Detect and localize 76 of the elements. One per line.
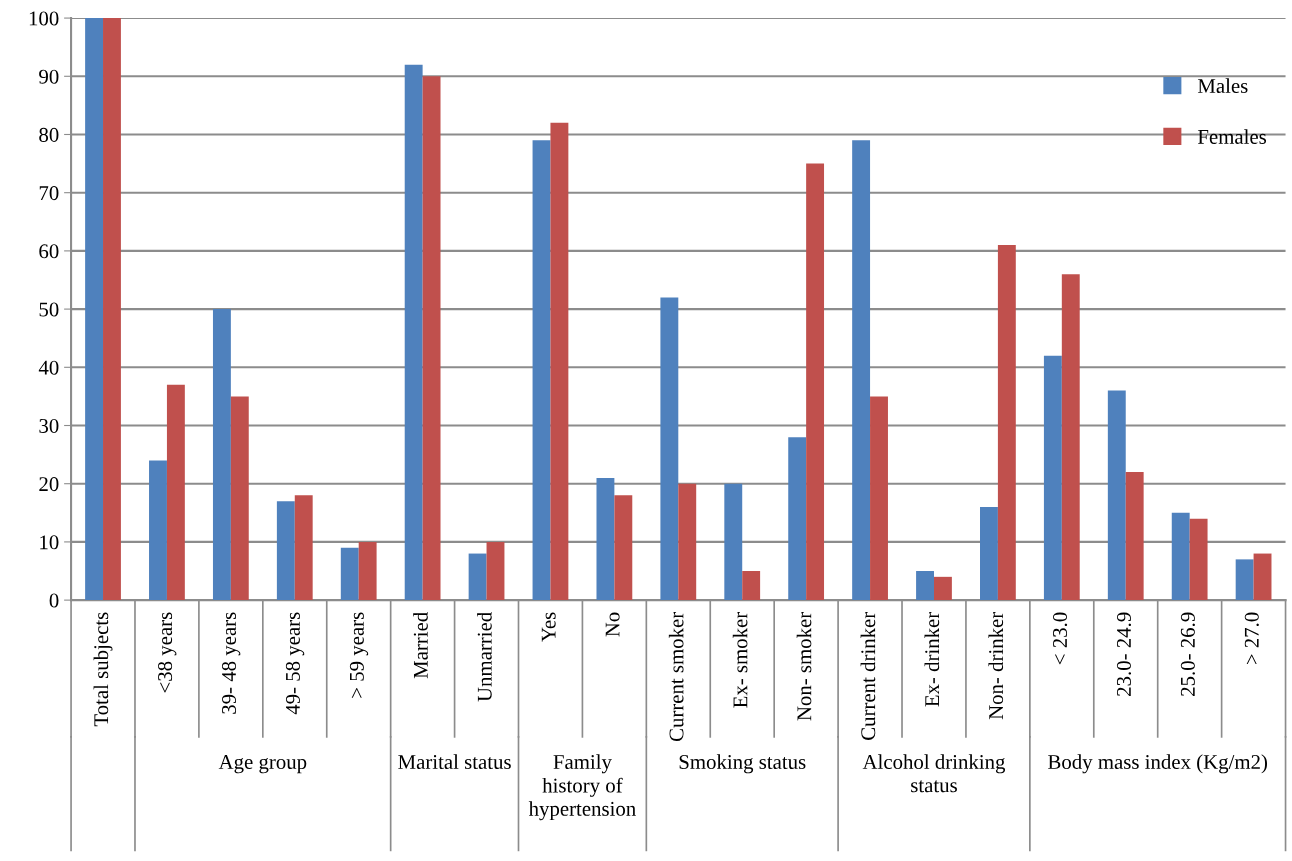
bar <box>468 553 487 601</box>
bar <box>85 18 104 601</box>
x-tick-label: <38 years <box>158 612 177 693</box>
x-tick-label: Non- drinker <box>988 611 1004 720</box>
y-tick-label: 30 <box>39 418 59 433</box>
x-tick-label: Current drinker <box>860 611 876 740</box>
y-tick-label: 100 <box>29 11 59 26</box>
bar <box>788 437 807 601</box>
bar <box>724 483 743 601</box>
bar <box>230 396 249 601</box>
bar <box>596 477 615 601</box>
x-tick-label: Ex- drinker <box>924 611 940 707</box>
bar <box>916 571 934 601</box>
text: Age group <box>218 755 307 774</box>
bar <box>1253 553 1272 601</box>
bar <box>852 140 871 601</box>
y-tick-label: 60 <box>39 244 59 259</box>
x-tick-label: > 59 years <box>349 612 369 698</box>
text: Alcohol drinking status <box>862 754 1006 793</box>
bar <box>166 384 185 601</box>
x-tick-label: 39- 48 years <box>221 612 241 714</box>
y-tick-label: 70 <box>39 186 59 201</box>
y-tick-label: 0 <box>49 593 59 608</box>
bar <box>933 576 952 601</box>
y-tick-label: 50 <box>39 302 59 317</box>
bar <box>149 460 167 601</box>
bar <box>614 495 633 601</box>
bar <box>742 571 761 601</box>
x-tick-label: 49- 58 years <box>285 612 305 715</box>
bar <box>870 396 888 601</box>
y-tick-label: 80 <box>39 127 59 142</box>
bar <box>1043 355 1062 601</box>
x-tick-label: 25.0- 26.9 <box>1180 612 1195 696</box>
bar <box>1189 518 1208 601</box>
y-tick-label: 10 <box>40 535 59 550</box>
x-tick-label: Ex- smoker <box>732 611 748 708</box>
bar <box>103 18 121 601</box>
bar <box>806 163 825 601</box>
y-tick-label: 40 <box>38 360 59 375</box>
bar <box>1107 390 1126 601</box>
x-tick-label: < 23.0 <box>1052 612 1068 665</box>
x-tick-label: Current smoker <box>668 611 684 742</box>
bar <box>532 140 551 601</box>
bar <box>294 495 313 601</box>
bar <box>550 122 569 601</box>
legend-label: Males <box>1197 78 1248 93</box>
bar <box>1061 274 1080 601</box>
bar <box>1125 472 1144 601</box>
x-tick-label: Yes <box>541 612 556 642</box>
x-tick-label: No <box>605 612 620 637</box>
bar <box>422 76 441 601</box>
bar <box>1235 559 1254 601</box>
bar <box>404 64 423 601</box>
y-tick-label: 90 <box>39 69 59 84</box>
bar <box>980 506 998 601</box>
legend-label: Females <box>1197 129 1267 144</box>
x-tick-label: Married <box>413 612 428 679</box>
x-tick-label: Non- smoker <box>796 611 812 721</box>
bar <box>678 483 697 601</box>
text: Body mass index (Kg/m2) <box>1048 754 1268 774</box>
x-tick-label: 23.0- 24.9 <box>1116 612 1132 696</box>
text: Smoking status <box>679 754 806 774</box>
bar <box>486 541 505 601</box>
bar <box>340 547 359 601</box>
text: Marital status <box>398 754 511 770</box>
x-tick-label: Total subjects <box>93 612 113 727</box>
bar <box>660 297 679 601</box>
bar <box>997 245 1016 601</box>
text: Family history of hypertension <box>528 754 636 821</box>
x-tick-label: Unmarried <box>477 612 492 702</box>
bar <box>212 309 231 601</box>
x-tick-label: > 27.0 <box>1244 612 1259 665</box>
bar <box>276 501 295 601</box>
bar <box>358 541 377 601</box>
y-tick-label: 20 <box>39 477 59 492</box>
bar <box>1171 512 1190 601</box>
